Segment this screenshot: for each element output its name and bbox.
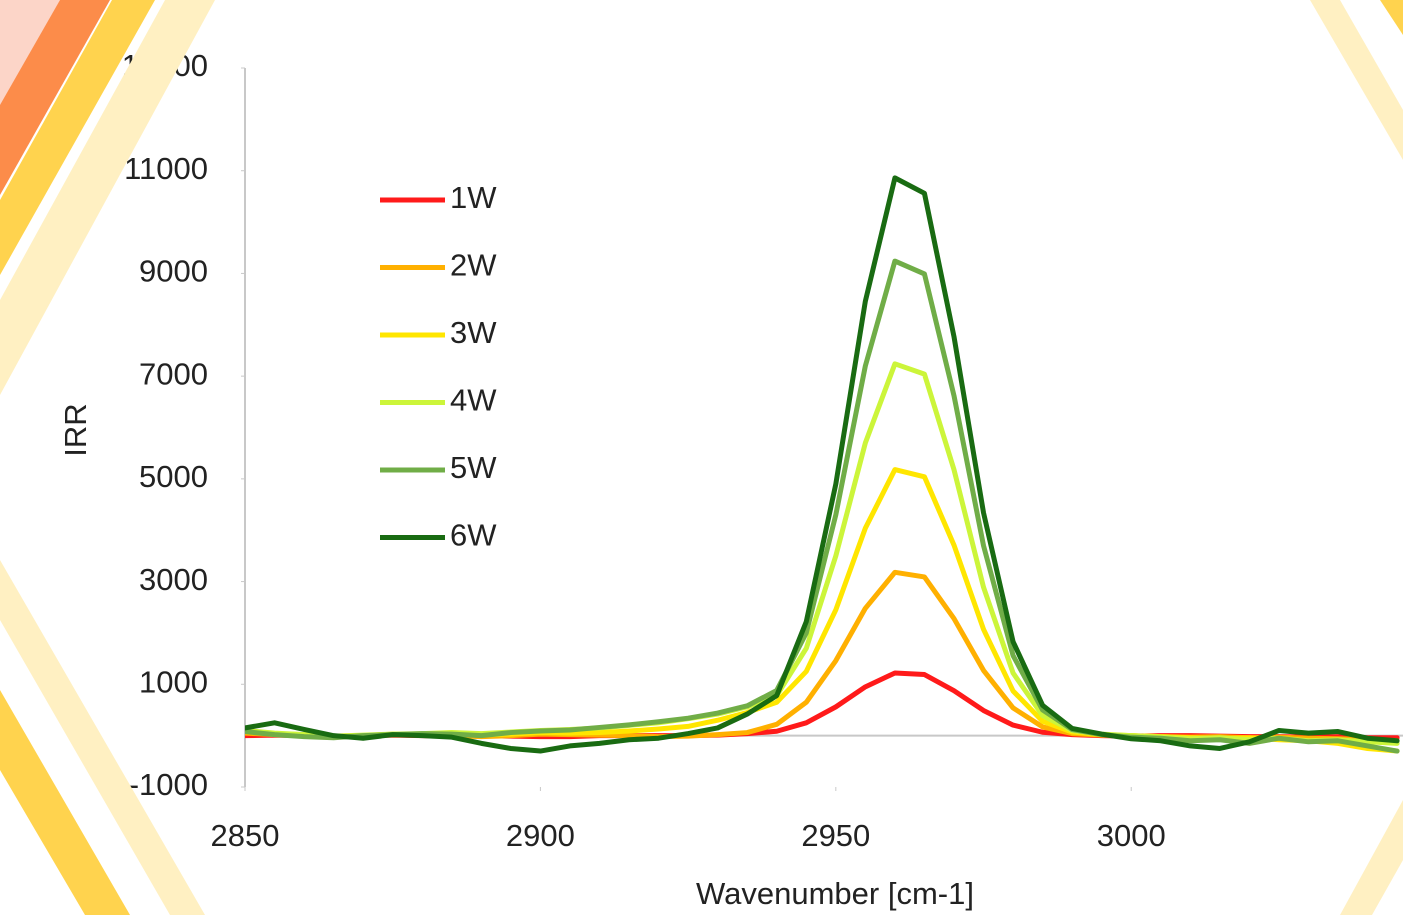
stripe — [0, 560, 205, 915]
legend-label: 2W — [450, 248, 497, 283]
y-tick-label: 3000 — [139, 562, 208, 597]
legend-label: 4W — [450, 383, 497, 418]
stripe — [1380, 0, 1403, 35]
series-line — [245, 258, 1400, 754]
legend-label: 3W — [450, 315, 497, 350]
stripe — [1310, 0, 1403, 160]
stripe — [0, 690, 130, 915]
legend-label: 5W — [450, 450, 497, 485]
y-tick-label: 9000 — [139, 254, 208, 289]
y-tick-label: -1000 — [129, 767, 208, 802]
x-axis-title: Wavenumber [cm-1] — [696, 876, 974, 911]
legend-label: 1W — [450, 180, 497, 215]
series-group — [245, 175, 1400, 754]
stripe — [0, 0, 110, 195]
y-tick-label: 11000 — [124, 151, 208, 186]
x-tick-label: 3000 — [1097, 818, 1166, 853]
series-line — [245, 175, 1400, 754]
y-axis-title: IRR — [58, 403, 93, 456]
stripe — [1340, 800, 1403, 915]
y-tick-label: 7000 — [139, 356, 208, 391]
x-tick-label: 2900 — [506, 818, 575, 853]
stripe — [0, 0, 215, 395]
stripe — [0, 0, 155, 275]
x-tick-label: 2850 — [211, 818, 280, 853]
y-tick-label: 5000 — [139, 459, 208, 494]
x-tick-label: 2950 — [801, 818, 870, 853]
y-tick-label: 1000 — [139, 664, 208, 699]
plot-area: -100010003000500070009000110001300028502… — [122, 48, 1403, 853]
legend-label: 6W — [450, 518, 497, 553]
